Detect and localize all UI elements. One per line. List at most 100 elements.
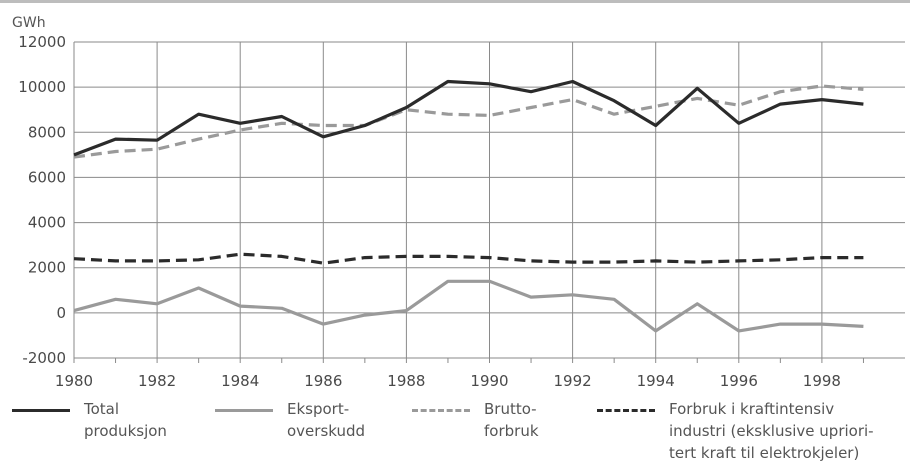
series-0-point-1997 — [779, 103, 781, 105]
series-3-point-1985 — [281, 255, 283, 257]
series-2-point-1990 — [488, 114, 490, 116]
series-3-point-1984 — [239, 253, 241, 255]
legend-label-kraftintensiv-industri: Forbruk i kraftintensiv industri (eksklu… — [669, 400, 874, 462]
series-2-point-1986 — [322, 124, 324, 126]
series-0-point-1998 — [821, 98, 823, 100]
series-0-point-1980 — [73, 154, 75, 156]
series-line-0 — [73, 79, 864, 157]
series-1-point-1995 — [696, 303, 698, 305]
series-0-point-1999 — [862, 103, 864, 105]
series-2-point-1995 — [696, 97, 698, 99]
series-line-3 — [73, 252, 864, 265]
series-1-point-1988 — [405, 309, 407, 311]
x-tick-label-1988: 1988 — [387, 372, 425, 390]
series-2-point-1999 — [862, 88, 864, 90]
y-tick-label-10000: 10000 — [18, 78, 66, 96]
legend-label-total-produksjon: Total produksjon — [84, 400, 167, 440]
legend-label-brutto-forbruk: Brutto- forbruk — [484, 400, 539, 440]
x-tick-label-1982: 1982 — [138, 372, 176, 390]
y-tick-label-2000: 2000 — [28, 259, 66, 277]
series-1-point-1992 — [571, 294, 573, 296]
series-3-point-1992 — [571, 261, 573, 263]
series-1-point-1996 — [738, 330, 740, 332]
series-3-point-1993 — [613, 261, 615, 263]
legend-label-eksport-overskudd: Eksport- overskudd — [287, 400, 366, 440]
series-3-point-1982 — [156, 260, 158, 262]
series-0-point-1981 — [114, 138, 116, 140]
series-2-point-1984 — [239, 129, 241, 131]
series-0-point-1990 — [488, 83, 490, 85]
series-3-point-1999 — [862, 256, 864, 258]
series-0-point-1983 — [197, 113, 199, 115]
legend-swatch-kraftintensiv-industri — [597, 409, 655, 412]
series-2-point-1982 — [156, 148, 158, 150]
series-1-point-1984 — [239, 305, 241, 307]
legend-item-kraftintensiv-industri: Forbruk i kraftintensiv industri (eksklu… — [597, 398, 874, 464]
legend-item-eksport-overskudd: Eksport- overskudd — [215, 398, 365, 442]
series-1-point-1997 — [779, 323, 781, 325]
series-1-point-1999 — [862, 325, 864, 327]
series-0-point-1996 — [738, 122, 740, 124]
series-2-point-1996 — [738, 104, 740, 106]
series-1-point-1987 — [364, 314, 366, 316]
x-tick-label-1992: 1992 — [554, 372, 592, 390]
y-axis-unit-label: GWh — [12, 15, 46, 31]
series-0-point-1991 — [530, 90, 532, 92]
series-3-point-1981 — [114, 260, 116, 262]
series-3-point-1996 — [738, 260, 740, 262]
series-2-point-1981 — [114, 150, 116, 152]
series-1-point-1998 — [821, 323, 823, 325]
series-1-point-1994 — [655, 330, 657, 332]
series-2-point-1997 — [779, 90, 781, 92]
series-2-point-1985 — [281, 122, 283, 124]
series-2-point-1989 — [447, 113, 449, 115]
series-2-point-1983 — [197, 138, 199, 140]
series-1-point-1982 — [156, 303, 158, 305]
series-line-2 — [73, 84, 864, 159]
series-1-point-1991 — [530, 296, 532, 298]
series-3-point-1998 — [821, 256, 823, 258]
series-0-point-1985 — [281, 115, 283, 117]
series-line-1 — [73, 279, 864, 333]
series-3-point-1991 — [530, 260, 532, 262]
series-0-point-1994 — [655, 124, 657, 126]
legend: Total produksjon Eksport- overskudd Brut… — [0, 398, 910, 472]
series-2-point-1992 — [571, 98, 573, 100]
series-1-point-1989 — [447, 280, 449, 282]
series-0-point-1986 — [322, 136, 324, 138]
x-tick-label-1998: 1998 — [803, 372, 841, 390]
legend-swatch-eksport-overskudd — [215, 409, 273, 412]
series-1-point-1990 — [488, 280, 490, 282]
series-3-point-1988 — [405, 255, 407, 257]
x-tick-label-1994: 1994 — [637, 372, 675, 390]
series-0-point-1993 — [613, 99, 615, 101]
series-1-point-1993 — [613, 298, 615, 300]
chart-top-bar — [0, 0, 910, 3]
y-tick-label-8000: 8000 — [28, 123, 66, 141]
series-3-point-1986 — [322, 262, 324, 264]
series-0-point-1989 — [447, 80, 449, 82]
series-1-point-1981 — [114, 298, 116, 300]
series-0-point-1987 — [364, 124, 366, 126]
axes: -2000 0 2000 4000 6000 8000 10000 12000 1980 1982… — [18, 33, 864, 390]
y-tick-label--2000: -2000 — [22, 349, 66, 367]
series-3-point-1995 — [696, 261, 698, 263]
series-2-point-1998 — [821, 85, 823, 87]
y-tick-label-4000: 4000 — [28, 214, 66, 232]
series-2-point-1993 — [613, 113, 615, 115]
gridlines — [73, 41, 905, 359]
series-3-point-1994 — [655, 260, 657, 262]
x-tick-label-1980: 1980 — [55, 372, 93, 390]
line-chart: GWh -2000 0 2000 4000 6000 8000 10000 12000 1980… — [0, 0, 910, 390]
series-3-point-1987 — [364, 256, 366, 258]
series-3-point-1990 — [488, 256, 490, 258]
legend-item-total-produksjon: Total produksjon — [12, 398, 167, 442]
y-tick-label-6000: 6000 — [28, 168, 66, 186]
y-tick-label-12000: 12000 — [18, 33, 66, 51]
series-0-point-1995 — [696, 87, 698, 89]
y-tick-label-0: 0 — [56, 304, 66, 322]
series-3-point-1980 — [73, 257, 75, 259]
x-tick-label-1996: 1996 — [720, 372, 758, 390]
series-3-point-1983 — [197, 259, 199, 261]
